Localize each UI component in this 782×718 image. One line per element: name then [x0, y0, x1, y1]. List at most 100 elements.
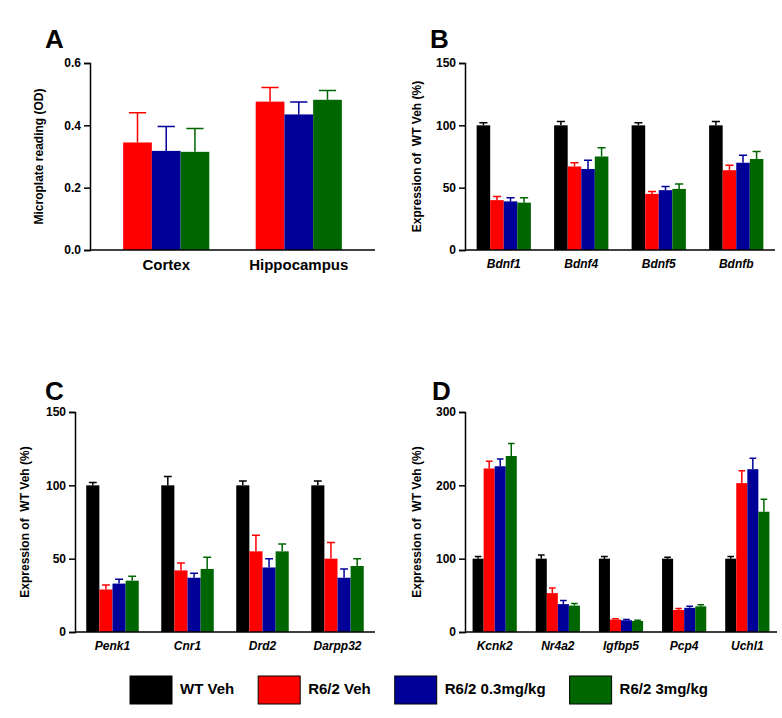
bar [645, 194, 659, 250]
plot-area [123, 88, 342, 250]
bar [113, 584, 126, 632]
tick: 0 [449, 243, 465, 257]
bar [747, 469, 758, 632]
bar [256, 102, 285, 250]
y-axis: 0100200300 [436, 405, 466, 639]
error-bar [739, 155, 747, 162]
bar [684, 608, 695, 632]
tick-label: 100 [46, 479, 66, 493]
tick-label: 150 [46, 405, 66, 419]
axis-line [459, 64, 466, 251]
series [99, 535, 337, 632]
tick-label: Uchl1 [731, 639, 764, 653]
error-bar [128, 576, 136, 580]
tick-label: 0 [59, 625, 66, 639]
tick-mark [69, 632, 75, 634]
series [495, 458, 759, 632]
tick: Darpp32 [313, 639, 361, 653]
error-bar [712, 122, 720, 126]
legend-swatch [570, 676, 612, 704]
error-bar [675, 609, 682, 610]
x-axis: Cortex Hippocampus [90, 250, 375, 273]
tick-mark [84, 63, 90, 65]
bar [673, 610, 684, 632]
bar [311, 485, 324, 632]
tick: Pcp4 [670, 639, 699, 653]
tick: Uchl1 [731, 639, 764, 653]
axis-line [75, 631, 375, 633]
error-bar [557, 122, 565, 126]
tick-label: 0.4 [64, 119, 81, 133]
error-bar [661, 186, 669, 190]
error-bar [634, 123, 642, 125]
tick-label: 0 [449, 625, 456, 639]
legend-swatch [130, 676, 172, 704]
bar [161, 485, 174, 632]
error-bar [697, 605, 704, 606]
tick-label: Kcnk2 [477, 639, 513, 653]
error-bar [290, 102, 307, 114]
tick-mark [84, 187, 90, 189]
bar [723, 170, 737, 250]
bar [276, 551, 289, 632]
plot-area [477, 122, 764, 250]
series [506, 444, 770, 632]
axis-line [84, 64, 91, 251]
error-bar [520, 198, 528, 203]
tick-label: 100 [436, 119, 456, 133]
bar [568, 166, 582, 250]
bar [338, 578, 351, 632]
bar [236, 485, 249, 632]
tick: 0 [59, 625, 75, 639]
error-bar [327, 543, 335, 559]
bar [736, 163, 750, 250]
error-bar [158, 127, 175, 151]
bar [536, 559, 547, 632]
tick-label: 0 [449, 243, 456, 257]
bar [263, 567, 276, 632]
legend-label: R6/2 Veh [308, 680, 371, 697]
tick: 100 [436, 119, 465, 133]
series [123, 88, 284, 250]
bar [324, 559, 337, 632]
bar [662, 559, 673, 632]
y-axis: 0.00.20.40.6 [64, 56, 90, 257]
tick: 0.2 [64, 181, 90, 195]
error-bar [314, 481, 322, 485]
bar [123, 142, 152, 250]
bar [490, 200, 504, 250]
error-bar [508, 444, 515, 456]
tick-mark [459, 558, 465, 560]
tick: Hippocampus [249, 256, 348, 273]
error-bar [164, 477, 172, 486]
tick: Nr4a2 [541, 639, 575, 653]
error-bar [612, 618, 619, 620]
tick-label: Cnr1 [174, 639, 202, 653]
error-bar [634, 620, 641, 622]
tick: Cortex [142, 256, 190, 273]
bar [659, 190, 673, 250]
tick: 100 [46, 479, 75, 493]
tick-label: Drd2 [249, 639, 277, 653]
tick-label: 0.6 [64, 56, 81, 70]
error-bar [265, 559, 273, 568]
tick: Bdnf1 [487, 257, 521, 271]
tick-mark [459, 63, 465, 65]
axis-title: Expression of WT Veh (%) [410, 81, 424, 232]
tick-label: 0.2 [64, 181, 81, 195]
tick: 150 [46, 405, 75, 419]
tick-mark [84, 250, 90, 252]
tick: 0 [449, 625, 465, 639]
bar [188, 578, 201, 632]
error-bar [686, 606, 693, 607]
error-bar [664, 557, 671, 558]
bar [750, 159, 764, 250]
error-bar [129, 113, 146, 143]
y-axis: 050100150 [46, 405, 76, 639]
error-bar [738, 471, 745, 483]
error-bar [239, 481, 247, 485]
axis-line [459, 413, 466, 633]
error-bar [475, 556, 482, 558]
bar [477, 125, 491, 250]
tick-label: Hippocampus [249, 256, 348, 273]
